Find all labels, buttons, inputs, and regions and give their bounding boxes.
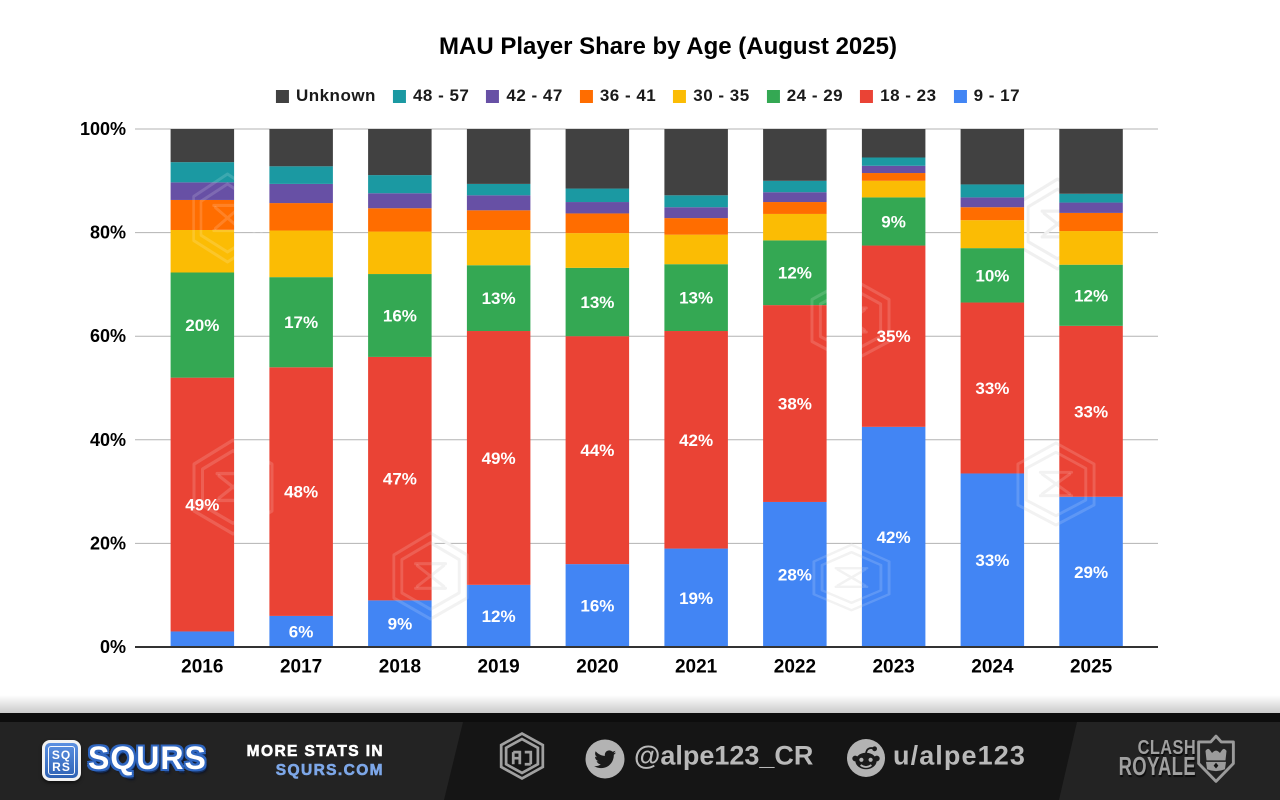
svg-text:49%: 49% bbox=[482, 449, 516, 468]
svg-text:100%: 100% bbox=[80, 119, 126, 139]
svg-text:2021: 2021 bbox=[675, 657, 718, 678]
svg-text:9%: 9% bbox=[881, 213, 906, 232]
svg-text:12%: 12% bbox=[482, 607, 516, 626]
svg-text:10%: 10% bbox=[975, 266, 1009, 285]
svg-text:13%: 13% bbox=[482, 289, 516, 308]
svg-text:13%: 13% bbox=[580, 293, 614, 312]
svg-text:28%: 28% bbox=[778, 566, 812, 585]
svg-text:38%: 38% bbox=[778, 395, 812, 414]
svg-text:2019: 2019 bbox=[477, 657, 519, 678]
svg-text:44%: 44% bbox=[580, 441, 614, 460]
svg-text:9%: 9% bbox=[388, 615, 413, 634]
svg-text:12%: 12% bbox=[1074, 286, 1108, 305]
svg-text:0%: 0% bbox=[100, 637, 126, 657]
svg-text:2024: 2024 bbox=[971, 657, 1014, 678]
svg-text:35%: 35% bbox=[877, 327, 911, 346]
svg-text:17%: 17% bbox=[284, 313, 318, 332]
svg-text:2018: 2018 bbox=[379, 657, 421, 678]
svg-text:48%: 48% bbox=[284, 483, 318, 502]
svg-text:19%: 19% bbox=[679, 589, 713, 608]
svg-text:42%: 42% bbox=[679, 431, 713, 450]
svg-text:16%: 16% bbox=[580, 597, 614, 616]
svg-text:16%: 16% bbox=[383, 307, 417, 326]
svg-text:2020: 2020 bbox=[576, 657, 618, 678]
svg-text:60%: 60% bbox=[90, 326, 126, 346]
svg-text:33%: 33% bbox=[1074, 402, 1108, 421]
svg-text:80%: 80% bbox=[90, 223, 126, 243]
svg-text:33%: 33% bbox=[975, 551, 1009, 570]
svg-text:29%: 29% bbox=[1074, 563, 1108, 582]
svg-text:47%: 47% bbox=[383, 470, 417, 489]
svg-text:2025: 2025 bbox=[1070, 657, 1113, 678]
svg-text:33%: 33% bbox=[975, 379, 1009, 398]
svg-text:6%: 6% bbox=[289, 623, 314, 642]
svg-text:20%: 20% bbox=[185, 316, 219, 335]
svg-text:40%: 40% bbox=[90, 430, 126, 450]
svg-text:49%: 49% bbox=[185, 496, 219, 515]
svg-text:2017: 2017 bbox=[280, 657, 322, 678]
svg-text:2016: 2016 bbox=[181, 657, 223, 678]
svg-text:20%: 20% bbox=[90, 533, 126, 553]
svg-text:12%: 12% bbox=[778, 264, 812, 283]
svg-text:2023: 2023 bbox=[872, 657, 914, 678]
svg-text:13%: 13% bbox=[679, 289, 713, 308]
svg-text:2022: 2022 bbox=[774, 657, 816, 678]
svg-text:42%: 42% bbox=[877, 528, 911, 547]
